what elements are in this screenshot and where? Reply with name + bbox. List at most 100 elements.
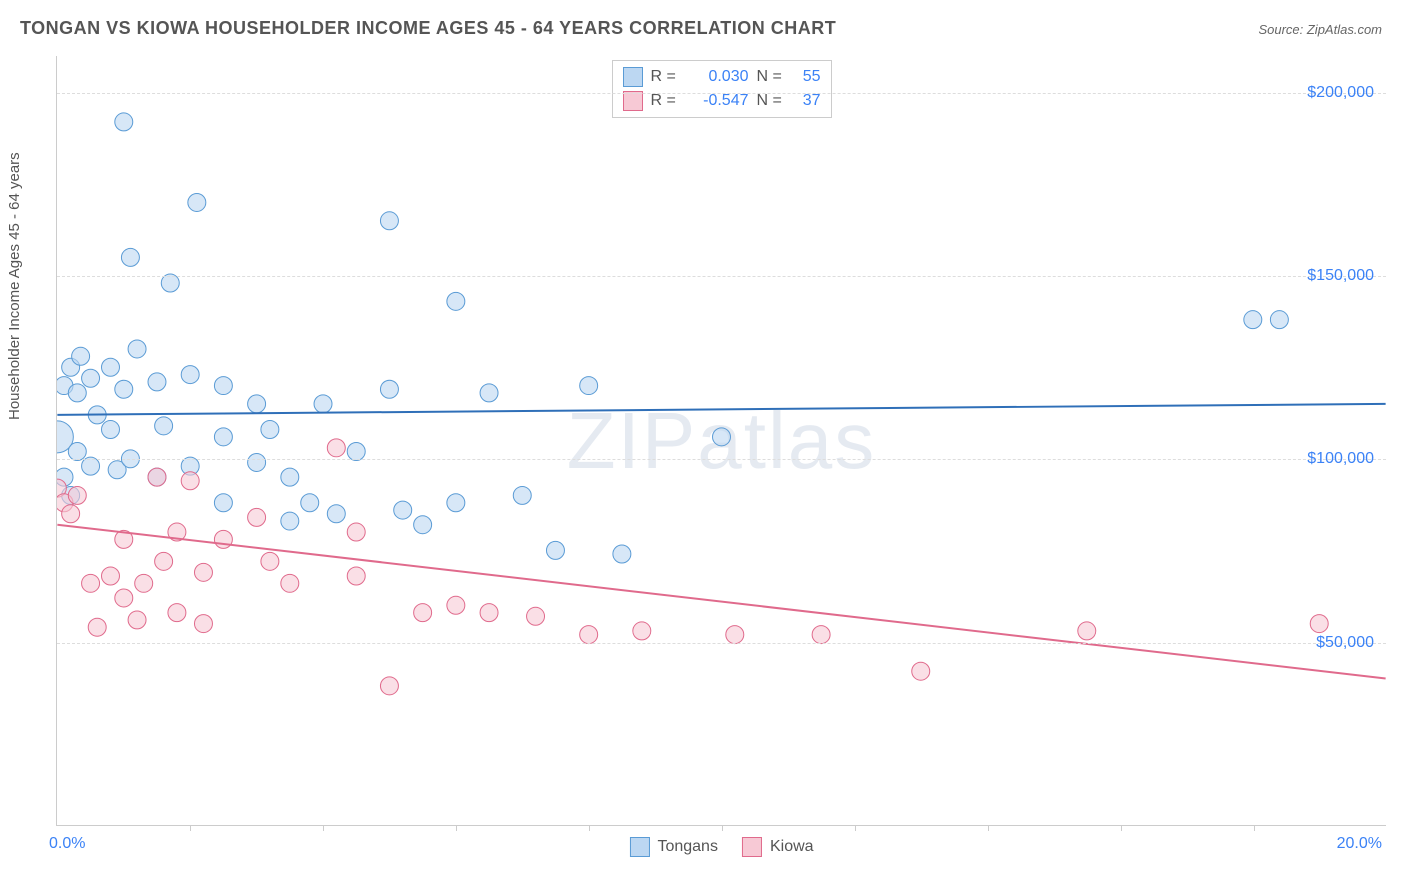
scatter-point-b [88,618,106,636]
legend-label-b: Kiowa [770,838,814,856]
scatter-point-a [447,292,465,310]
scatter-point-a [57,421,73,453]
n-label-a: N = [757,68,785,86]
scatter-point-a [248,395,266,413]
x-tick [988,825,989,831]
scatter-point-a [261,421,279,439]
scatter-point-b [480,604,498,622]
x-tick [722,825,723,831]
scatter-point-a [68,442,86,460]
x-tick [456,825,457,831]
scatter-point-b [633,622,651,640]
scatter-point-a [115,113,133,131]
scatter-point-b [155,552,173,570]
scatter-point-b [580,626,598,644]
n-value-a: 55 [793,68,821,86]
scatter-point-a [281,512,299,530]
legend-item-b: Kiowa [742,837,814,857]
scatter-point-b [82,574,100,592]
scatter-point-a [380,212,398,230]
trend-line-a [57,404,1385,415]
scatter-point-b [102,567,120,585]
scatter-point-b [128,611,146,629]
scatter-point-b [327,439,345,457]
scatter-point-a [57,468,73,486]
y-axis-label: Householder Income Ages 45 - 64 years [6,152,23,420]
scatter-point-b [214,530,232,548]
scatter-point-b [115,530,133,548]
x-tick [1121,825,1122,831]
scatter-point-b [57,479,66,497]
scatter-point-a [347,442,365,460]
y-tick-label: $150,000 [1307,267,1374,285]
scatter-point-a [88,406,106,424]
legend-label-a: Tongans [657,838,718,856]
scatter-point-b [812,626,830,644]
scatter-point-a [102,421,120,439]
trend-line-b [57,525,1385,679]
scatter-point-a [181,366,199,384]
scatter-point-b [194,563,212,581]
scatter-point-b [181,472,199,490]
grid-line [57,459,1386,460]
scatter-point-a [513,486,531,504]
scatter-point-a [62,358,80,376]
scatter-point-a [155,417,173,435]
plot-area: ZIPatlas R = 0.030 N = 55 R = -0.547 N =… [56,56,1386,826]
scatter-point-a [327,505,345,523]
scatter-point-b [135,574,153,592]
scatter-point-b [168,523,186,541]
chart-title: TONGAN VS KIOWA HOUSEHOLDER INCOME AGES … [20,18,836,39]
swatch-tongans [623,67,643,87]
scatter-point-a [148,373,166,391]
scatter-point-a [148,468,166,486]
scatter-point-b [347,523,365,541]
scatter-point-b [62,505,80,523]
legend-item-a: Tongans [629,837,718,857]
scatter-point-a [580,377,598,395]
scatter-point-a [62,486,80,504]
scatter-point-a [613,545,631,563]
scatter-point-b [1078,622,1096,640]
scatter-point-b [148,468,166,486]
scatter-point-a [72,347,90,365]
scatter-point-a [115,380,133,398]
n-label-b: N = [757,92,785,110]
scatter-point-a [68,384,86,402]
scatter-point-a [546,541,564,559]
x-tick [323,825,324,831]
grid-line [57,93,1386,94]
r-value-b: -0.547 [687,92,749,110]
scatter-point-a [301,494,319,512]
scatter-point-a [480,384,498,402]
scatter-point-a [394,501,412,519]
r-label-a: R = [651,68,679,86]
scatter-point-b [168,604,186,622]
scatter-point-a [82,369,100,387]
scatter-point-a [314,395,332,413]
scatter-point-a [1270,311,1288,329]
swatch-tongans-bottom [629,837,649,857]
scatter-point-b [115,589,133,607]
scatter-point-b [380,677,398,695]
scatter-point-b [57,494,73,512]
scatter-point-b [347,567,365,585]
scatter-point-a [214,428,232,446]
n-value-b: 37 [793,92,821,110]
scatter-point-b [261,552,279,570]
swatch-kiowa-bottom [742,837,762,857]
stats-legend: R = 0.030 N = 55 R = -0.547 N = 37 [612,60,832,118]
y-tick-label: $50,000 [1316,634,1374,652]
swatch-kiowa [623,91,643,111]
scatter-point-a [214,494,232,512]
x-tick [855,825,856,831]
scatter-point-a [713,428,731,446]
x-tick [190,825,191,831]
scatter-point-b [281,574,299,592]
bottom-legend: Tongans Kiowa [629,837,813,857]
scatter-point-a [1244,311,1262,329]
scatter-point-b [248,508,266,526]
scatter-point-a [108,461,126,479]
r-label-b: R = [651,92,679,110]
grid-line [57,276,1386,277]
